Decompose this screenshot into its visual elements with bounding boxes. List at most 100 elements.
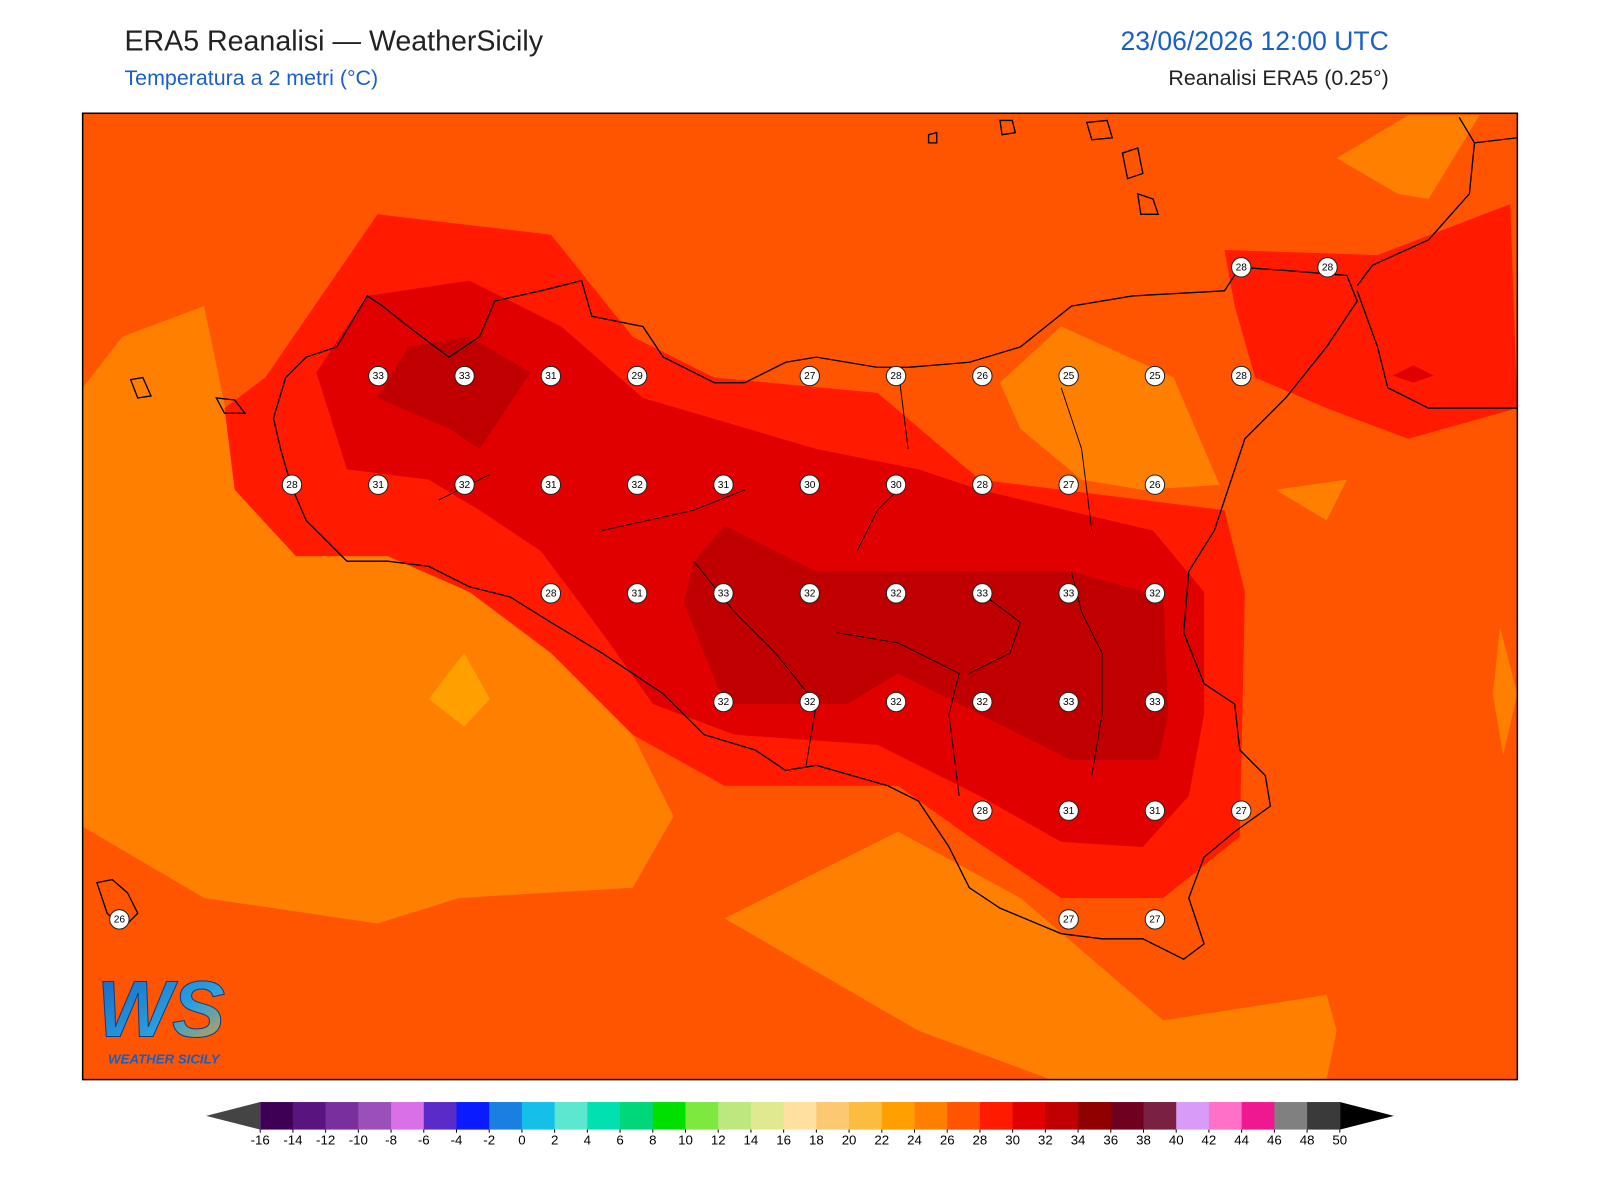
station-value: 31 [1149, 806, 1161, 817]
logo-text: WEATHER SICILY [108, 1052, 221, 1067]
colorbar-swatch [881, 1102, 916, 1130]
colorbar-tick-label: 46 [1267, 1132, 1282, 1147]
colorbar-tick-label: 10 [678, 1132, 693, 1147]
colorbar-tick-label: 20 [842, 1132, 857, 1147]
colorbar-tick-label: 48 [1300, 1132, 1315, 1147]
colorbar-tick-label: -8 [385, 1132, 397, 1147]
station-marker [1144, 365, 1166, 387]
temperature-band [1000, 326, 1220, 490]
colorbar-swatch [1143, 1102, 1177, 1130]
station-marker [1058, 474, 1079, 495]
colorbar-swatch [391, 1102, 425, 1130]
colorbar-tick-label: 22 [874, 1132, 889, 1147]
colorbar-swatch [1012, 1102, 1046, 1130]
station-marker [281, 474, 303, 495]
station-marker [972, 365, 993, 387]
station-marker [972, 474, 993, 495]
temperature-band [82, 306, 674, 924]
station-value: 27 [804, 371, 816, 382]
colorbar-swatch [1078, 1102, 1112, 1130]
colorbar-tick-label: 0 [518, 1132, 525, 1147]
station-value: 32 [804, 589, 816, 600]
station-marker [799, 365, 820, 387]
sicily-coast [272, 266, 1358, 960]
temperature-band [1275, 479, 1347, 521]
station-marker [540, 365, 562, 387]
station-value: 28 [545, 589, 557, 600]
colorbar-swatch [456, 1102, 490, 1130]
station-value: 26 [977, 371, 989, 382]
colorbar-swatch [1307, 1102, 1341, 1130]
colorbar-tick-label: -14 [283, 1132, 302, 1147]
colorbar-tick-label: 12 [711, 1132, 726, 1147]
station-value: 33 [718, 589, 730, 600]
station-marker [626, 365, 648, 387]
colorbar-tick-label: 26 [940, 1132, 955, 1147]
station-value: 32 [977, 697, 989, 708]
station-marker [368, 365, 389, 387]
colorbar-swatch [521, 1102, 556, 1130]
colorbar-swatch [325, 1102, 359, 1130]
colorbar-swatch [1208, 1102, 1243, 1130]
station-value: 33 [1149, 697, 1161, 708]
station-value: 27 [1236, 806, 1248, 817]
station-value: 32 [1149, 589, 1161, 600]
station-value: 25 [1063, 371, 1075, 382]
colorbar-tick-label: 18 [809, 1132, 824, 1147]
station-value: 26 [1149, 480, 1161, 491]
station-marker [972, 691, 993, 713]
colorbar-tick-label: -12 [316, 1132, 335, 1147]
colorbar-tick-label: 50 [1332, 1132, 1347, 1147]
colorbar-tick-label: 40 [1169, 1132, 1184, 1147]
colorbar-tick-label: 24 [907, 1132, 922, 1147]
station-value: 28 [890, 371, 902, 382]
colorbar-swatch [489, 1102, 523, 1130]
station-marker [713, 474, 734, 495]
station-marker [1231, 800, 1252, 821]
temperature-band [1224, 204, 1518, 439]
temperature-band [1492, 627, 1518, 756]
colorbar-swatch [979, 1102, 1014, 1130]
station-value: 31 [545, 480, 557, 491]
station-marker [972, 800, 993, 821]
source: Reanalisi ERA5 (0.25°) [1168, 66, 1388, 90]
station-marker [1317, 257, 1338, 278]
station-marker [1058, 691, 1079, 713]
station-value: 32 [890, 697, 902, 708]
station-value: 33 [977, 589, 989, 600]
station-value: 31 [631, 589, 643, 600]
station-marker [1231, 365, 1252, 387]
colorbar: -16 -14 -12 -10 -8 -6 -4 -2 0 2 4 6 8 10 12 14 16 18 20 22 2… [206, 1102, 1394, 1147]
colorbar-swatch [1110, 1102, 1145, 1130]
station-marker [454, 474, 475, 495]
station-value: 25 [1149, 371, 1161, 382]
colorbar-swatch [554, 1102, 588, 1130]
station-marker [799, 583, 820, 604]
station-value: 28 [977, 480, 989, 491]
station-marker [713, 583, 734, 604]
logo-mark: WS [97, 964, 225, 1053]
colorbar-swatch [1176, 1102, 1210, 1130]
colorbar-tick-label: 38 [1136, 1132, 1151, 1147]
station-marker [626, 583, 648, 604]
colorbar-tick-label: 44 [1234, 1132, 1249, 1147]
station-marker [885, 365, 907, 387]
station-marker [540, 474, 562, 495]
colorbar-swatch [816, 1102, 850, 1130]
colorbar-tick-label: -10 [349, 1132, 368, 1147]
station-values: 28 28 33 33 31 29 27 28 26 25 25 28 28 31 32 31 32 31 30 30… [109, 257, 1338, 930]
colorbar-swatch [620, 1102, 654, 1130]
colorbar-swatch [423, 1102, 458, 1130]
colorbar-tick-label: 28 [973, 1132, 988, 1147]
station-marker [540, 583, 562, 604]
colorbar-tick-label: -4 [451, 1132, 463, 1147]
station-marker [109, 909, 130, 930]
colorbar-swatch [1045, 1102, 1079, 1130]
station-value: 27 [1063, 915, 1075, 926]
coastlines [96, 117, 1518, 960]
colorbar-swatch [1274, 1102, 1308, 1130]
station-value: 29 [631, 371, 643, 382]
station-marker [368, 474, 389, 495]
station-value: 30 [804, 480, 816, 491]
